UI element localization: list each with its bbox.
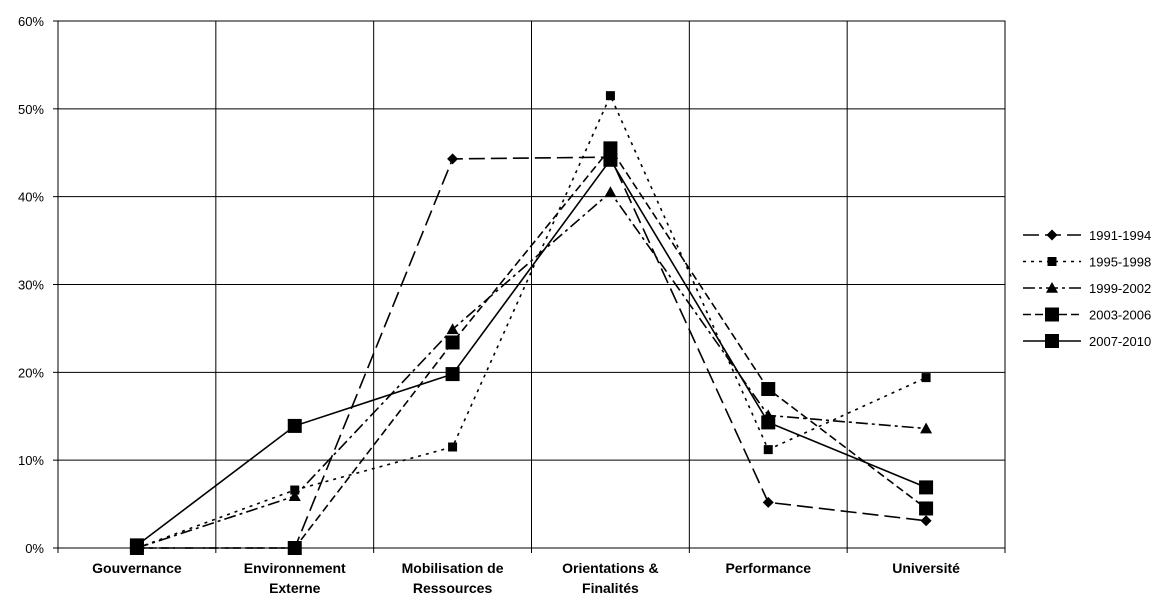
point-marker	[603, 141, 618, 156]
point-marker	[287, 418, 302, 433]
point-marker	[1047, 257, 1057, 266]
point-marker	[920, 422, 933, 434]
legend-label: 2007-2010	[1089, 334, 1151, 349]
x-tick-label: Performance	[725, 560, 811, 576]
y-tick-label: 10%	[18, 453, 44, 468]
x-tick-label: Environnement Externe	[244, 560, 346, 596]
point-marker	[763, 445, 773, 455]
x-axis-ticks: Gouvernance Environnement Externe Mobilisat…	[92, 560, 960, 596]
legend: 1991-1994 1995-1998 1999-2002 2003-2006 2007…	[1023, 228, 1151, 349]
y-tick-label: 20%	[18, 365, 44, 380]
x-tick-label: Mobilisation de Ressources	[402, 560, 504, 596]
point-marker	[447, 153, 459, 165]
x-tick-label: Orientations & Finalités	[562, 560, 658, 596]
point-marker	[288, 490, 301, 501]
y-axis-ticks: 0% 10% 20% 30% 40% 50% 60%	[18, 14, 44, 556]
point-marker	[1046, 282, 1058, 293]
series-line	[136, 147, 927, 549]
legend-label: 1999-2002	[1089, 281, 1151, 296]
legend-item: 1991-1994	[1023, 228, 1151, 243]
series-2007-2010	[129, 152, 934, 553]
point-marker	[129, 538, 144, 553]
point-marker	[761, 415, 776, 430]
point-marker	[605, 91, 615, 101]
point-marker	[921, 373, 931, 383]
point-marker	[446, 323, 459, 335]
point-marker	[919, 501, 934, 516]
legend-item: 1999-2002	[1023, 281, 1151, 296]
point-marker	[290, 485, 300, 495]
legend-item: 2003-2006	[1023, 307, 1151, 323]
point-marker	[445, 367, 460, 382]
point-marker	[1045, 334, 1059, 348]
series-line	[136, 158, 927, 547]
point-marker	[1046, 229, 1058, 241]
y-tick-label: 0%	[25, 541, 44, 556]
legend-label: 1995-1998	[1089, 255, 1151, 270]
series-group	[129, 91, 934, 555]
point-marker	[1045, 307, 1059, 322]
y-tick-label: 40%	[18, 190, 44, 205]
point-marker	[445, 335, 460, 350]
x-tick-label: Université	[892, 560, 960, 576]
y-tick-label: 60%	[18, 14, 44, 29]
series-line	[136, 191, 927, 549]
point-marker	[287, 541, 302, 555]
legend-label: 2003-2006	[1089, 308, 1151, 323]
point-marker	[448, 442, 458, 452]
legend-item: 1995-1998	[1023, 255, 1151, 270]
y-tick-label: 30%	[18, 278, 44, 293]
y-tick-label: 50%	[18, 102, 44, 117]
point-marker	[603, 152, 618, 167]
point-marker	[762, 496, 774, 508]
legend-label: 1991-1994	[1089, 228, 1151, 243]
legend-item: 2007-2010	[1023, 334, 1151, 349]
point-marker	[920, 515, 932, 527]
x-tick-label: Gouvernance	[92, 560, 182, 576]
point-marker	[919, 480, 934, 495]
point-marker	[604, 186, 617, 198]
grid	[53, 20, 1006, 553]
point-marker	[761, 382, 776, 397]
